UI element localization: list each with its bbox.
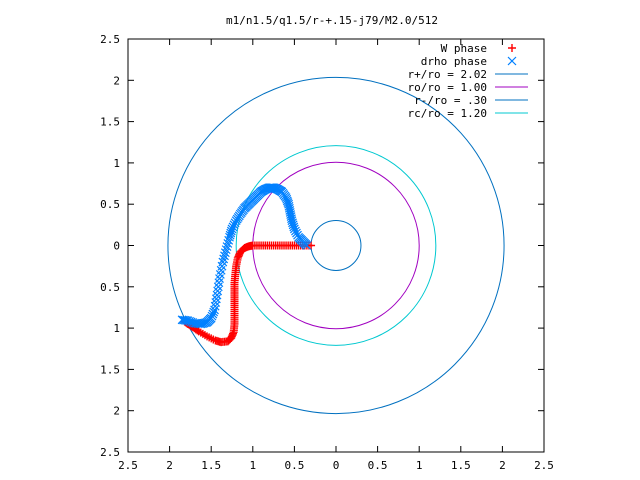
phase-points <box>177 183 316 347</box>
x-tick-label: 1 <box>416 459 423 472</box>
data-point <box>230 218 240 228</box>
y-tick-label: 1 <box>113 322 120 335</box>
x-tick-label: 0 <box>333 459 340 472</box>
legend-marker-swatch <box>508 44 516 52</box>
data-point <box>211 298 221 307</box>
x-tick-label: 2 <box>499 459 506 472</box>
legend-label: W phase <box>441 42 487 55</box>
legend-label: drho phase <box>421 55 487 68</box>
legend-label: r+/ro = 2.02 <box>408 68 487 81</box>
x-tick-label: 1 <box>249 459 256 472</box>
legend-marker-swatch <box>507 56 517 66</box>
y-tick-label: 0.5 <box>100 281 120 294</box>
y-tick-label: 1.5 <box>100 363 120 376</box>
y-tick-label: 2.5 <box>100 446 120 459</box>
x-tick-label: 1.5 <box>201 459 221 472</box>
data-point <box>219 254 229 264</box>
data-point <box>294 232 303 242</box>
x-tick-label: 0.5 <box>284 459 304 472</box>
axes: 2.5 2 1.5 1 0.5 0 0.5 1 1.5 2 2.52.521.510.500.511… <box>100 33 554 472</box>
data-point <box>231 216 241 226</box>
data-point <box>177 315 187 325</box>
circle-4 <box>310 220 362 271</box>
circle-5 <box>235 145 437 346</box>
data-point <box>179 315 188 325</box>
reference-circles <box>167 76 505 415</box>
y-tick-label: 1 <box>113 157 120 170</box>
x-tick-label: 0.5 <box>368 459 388 472</box>
y-tick-label: 2 <box>113 74 120 87</box>
data-point <box>229 220 239 230</box>
legend-label: ro/ro = 1.00 <box>408 81 487 94</box>
y-tick-label: 2 <box>113 405 120 418</box>
x-tick-label: 1.5 <box>451 459 471 472</box>
y-tick-label: 0.5 <box>100 198 120 211</box>
data-point <box>191 318 201 328</box>
data-point <box>211 294 221 304</box>
data-point <box>180 315 190 325</box>
y-tick-label: 0 <box>113 240 120 253</box>
y-tick-label: 2.5 <box>100 33 120 46</box>
data-point <box>292 228 301 238</box>
x-tick-label: 2 <box>166 459 173 472</box>
data-point <box>210 301 220 311</box>
data-point <box>212 290 222 300</box>
chart-title: m1/n1.5/q1.5/r-+.15-j79/M2.0/512 <box>226 14 438 27</box>
circle-2 <box>167 76 505 415</box>
data-point <box>293 230 302 240</box>
legend-label: rc/ro = 1.20 <box>408 107 487 120</box>
y-tick-label: 1.5 <box>100 116 120 129</box>
legend-label: r-/ro = .30 <box>414 94 487 107</box>
data-point <box>225 230 235 240</box>
x-tick-label: 2.5 <box>118 459 138 472</box>
x-tick-label: 2.5 <box>534 459 554 472</box>
